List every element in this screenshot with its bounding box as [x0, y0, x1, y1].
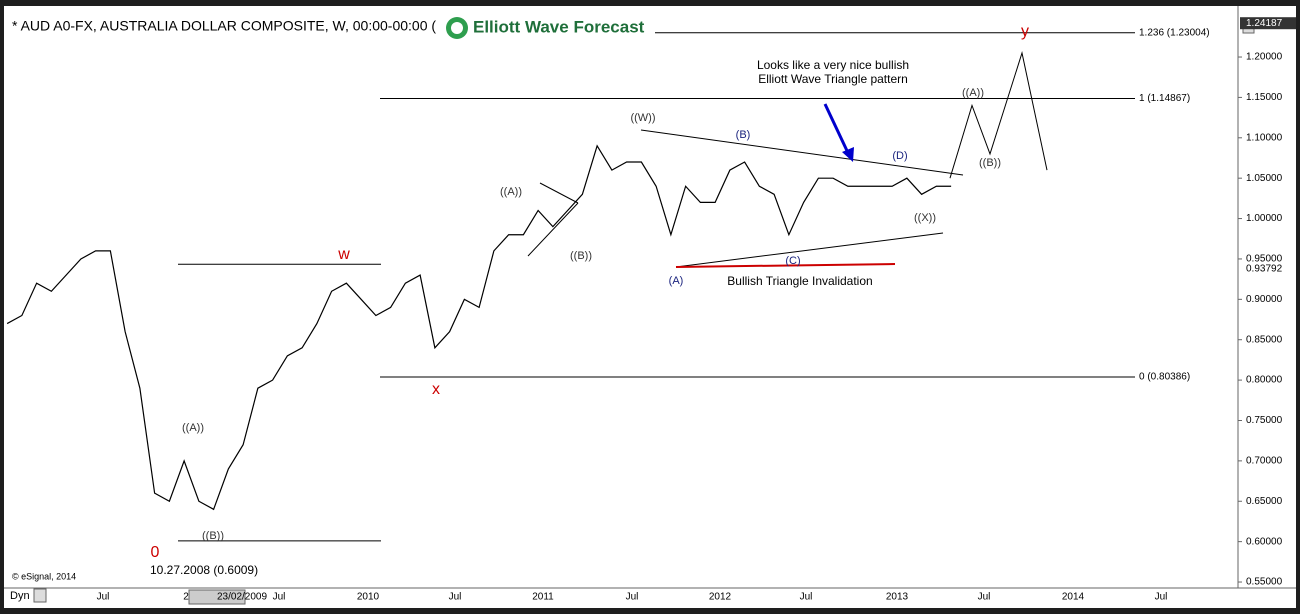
- wave-label: w: [337, 246, 350, 263]
- y-tick-label: 0.95000: [1246, 254, 1283, 265]
- invalidation-line: [675, 263, 896, 268]
- wave-label: ((A)): [182, 422, 204, 434]
- trendline: [539, 182, 579, 204]
- y-tick-label: 1.20000: [1246, 52, 1283, 63]
- y-tick-label: 0.60000: [1246, 536, 1283, 547]
- wave-label: (A): [669, 275, 684, 287]
- source: © eSignal, 2014: [12, 571, 76, 581]
- x-tick-label: Jul: [626, 592, 639, 603]
- plot-area: [4, 6, 1238, 588]
- y-tick-label: 1.05000: [1246, 173, 1283, 184]
- y-tick-label: 1.00000: [1246, 213, 1283, 224]
- fib-label: 0 (0.80386): [1139, 372, 1190, 383]
- wave-label: ((B)): [570, 250, 592, 262]
- x-tick-label: Jul: [800, 592, 813, 603]
- x-tick-label: 2012: [709, 592, 732, 603]
- corner-label: Dyn: [10, 590, 30, 602]
- y-axis-area: [1238, 6, 1296, 588]
- wave-label: 10.27.2008 (0.6009): [150, 563, 258, 577]
- price-line: [6, 144, 952, 511]
- x-tick-label: 2010: [357, 592, 380, 603]
- x-tick-label: 2011: [532, 592, 554, 603]
- trendline: [527, 202, 579, 257]
- y-tick-label: 1.10000: [1246, 132, 1283, 143]
- wave-label: (D): [892, 150, 907, 162]
- fib-label: 1.236 (1.23004): [1139, 27, 1210, 38]
- trendline: [675, 232, 944, 268]
- x-tick-label: 2: [183, 592, 189, 603]
- y-tick-label: 0.70000: [1246, 456, 1283, 467]
- x-label-highlight: [188, 589, 246, 605]
- trendline: [640, 129, 964, 176]
- x-tick-label: 2013: [886, 592, 909, 603]
- wave-label: 0: [151, 544, 160, 561]
- y-tick-label: 1.15000: [1246, 92, 1283, 103]
- wave-label: Looks like a very nice bullish: [757, 58, 909, 72]
- arrow-head: [842, 147, 854, 162]
- logo-text: Elliott Wave Forecast: [473, 17, 645, 36]
- axis-marker-label: 1.24187: [1246, 18, 1283, 29]
- wave-label: ((B)): [979, 157, 1001, 169]
- wave-label: ((A)): [962, 87, 984, 99]
- x-axis-area: [4, 588, 1296, 608]
- x-tick-label: Jul: [449, 592, 462, 603]
- x-tick-label: 2014: [1062, 592, 1085, 603]
- logo-icon-inner: [451, 22, 463, 34]
- y-tick-label: 0.65000: [1246, 496, 1283, 507]
- wave-label: Elliott Wave Triangle pattern: [758, 72, 908, 86]
- wave-label: (C): [785, 255, 800, 267]
- y-tick-label: 0.80000: [1246, 375, 1283, 386]
- axis-marker-box: [1240, 262, 1296, 275]
- wave-label: (B): [736, 129, 751, 141]
- y-tick-label: 0.85000: [1246, 334, 1283, 345]
- y-tick-label: 0.90000: [1246, 294, 1283, 305]
- wave-label: ((W)): [630, 112, 655, 124]
- projection-line: [949, 51, 1048, 179]
- wave-label: x: [432, 381, 440, 398]
- x-tick-label: 23/02/2009: [217, 592, 267, 603]
- wave-label: ((A)): [500, 186, 522, 198]
- corner-button[interactable]: [33, 588, 47, 603]
- y-tick-label: 0.75000: [1246, 415, 1283, 426]
- x-tick-label: Jul: [273, 592, 286, 603]
- x-tick-label: Jul: [97, 592, 110, 603]
- fib-label: 1 (1.14867): [1139, 93, 1190, 104]
- wave-label: Bullish Triangle Invalidation: [727, 274, 872, 288]
- wave-label: ((X)): [914, 212, 936, 224]
- axis-marker-box: [1240, 17, 1296, 30]
- x-tick-label: Jul: [978, 592, 991, 603]
- arrow: [823, 103, 851, 156]
- x-tick-label: Jul: [1155, 592, 1168, 603]
- wave-label: y: [1021, 23, 1029, 40]
- axis-marker-label: 0.93792: [1246, 263, 1283, 274]
- wave-label: ((B)): [202, 530, 224, 542]
- chart-title: * AUD A0-FX, AUSTRALIA DOLLAR COMPOSITE,…: [12, 18, 436, 34]
- y-tick-label: 0.55000: [1246, 577, 1283, 588]
